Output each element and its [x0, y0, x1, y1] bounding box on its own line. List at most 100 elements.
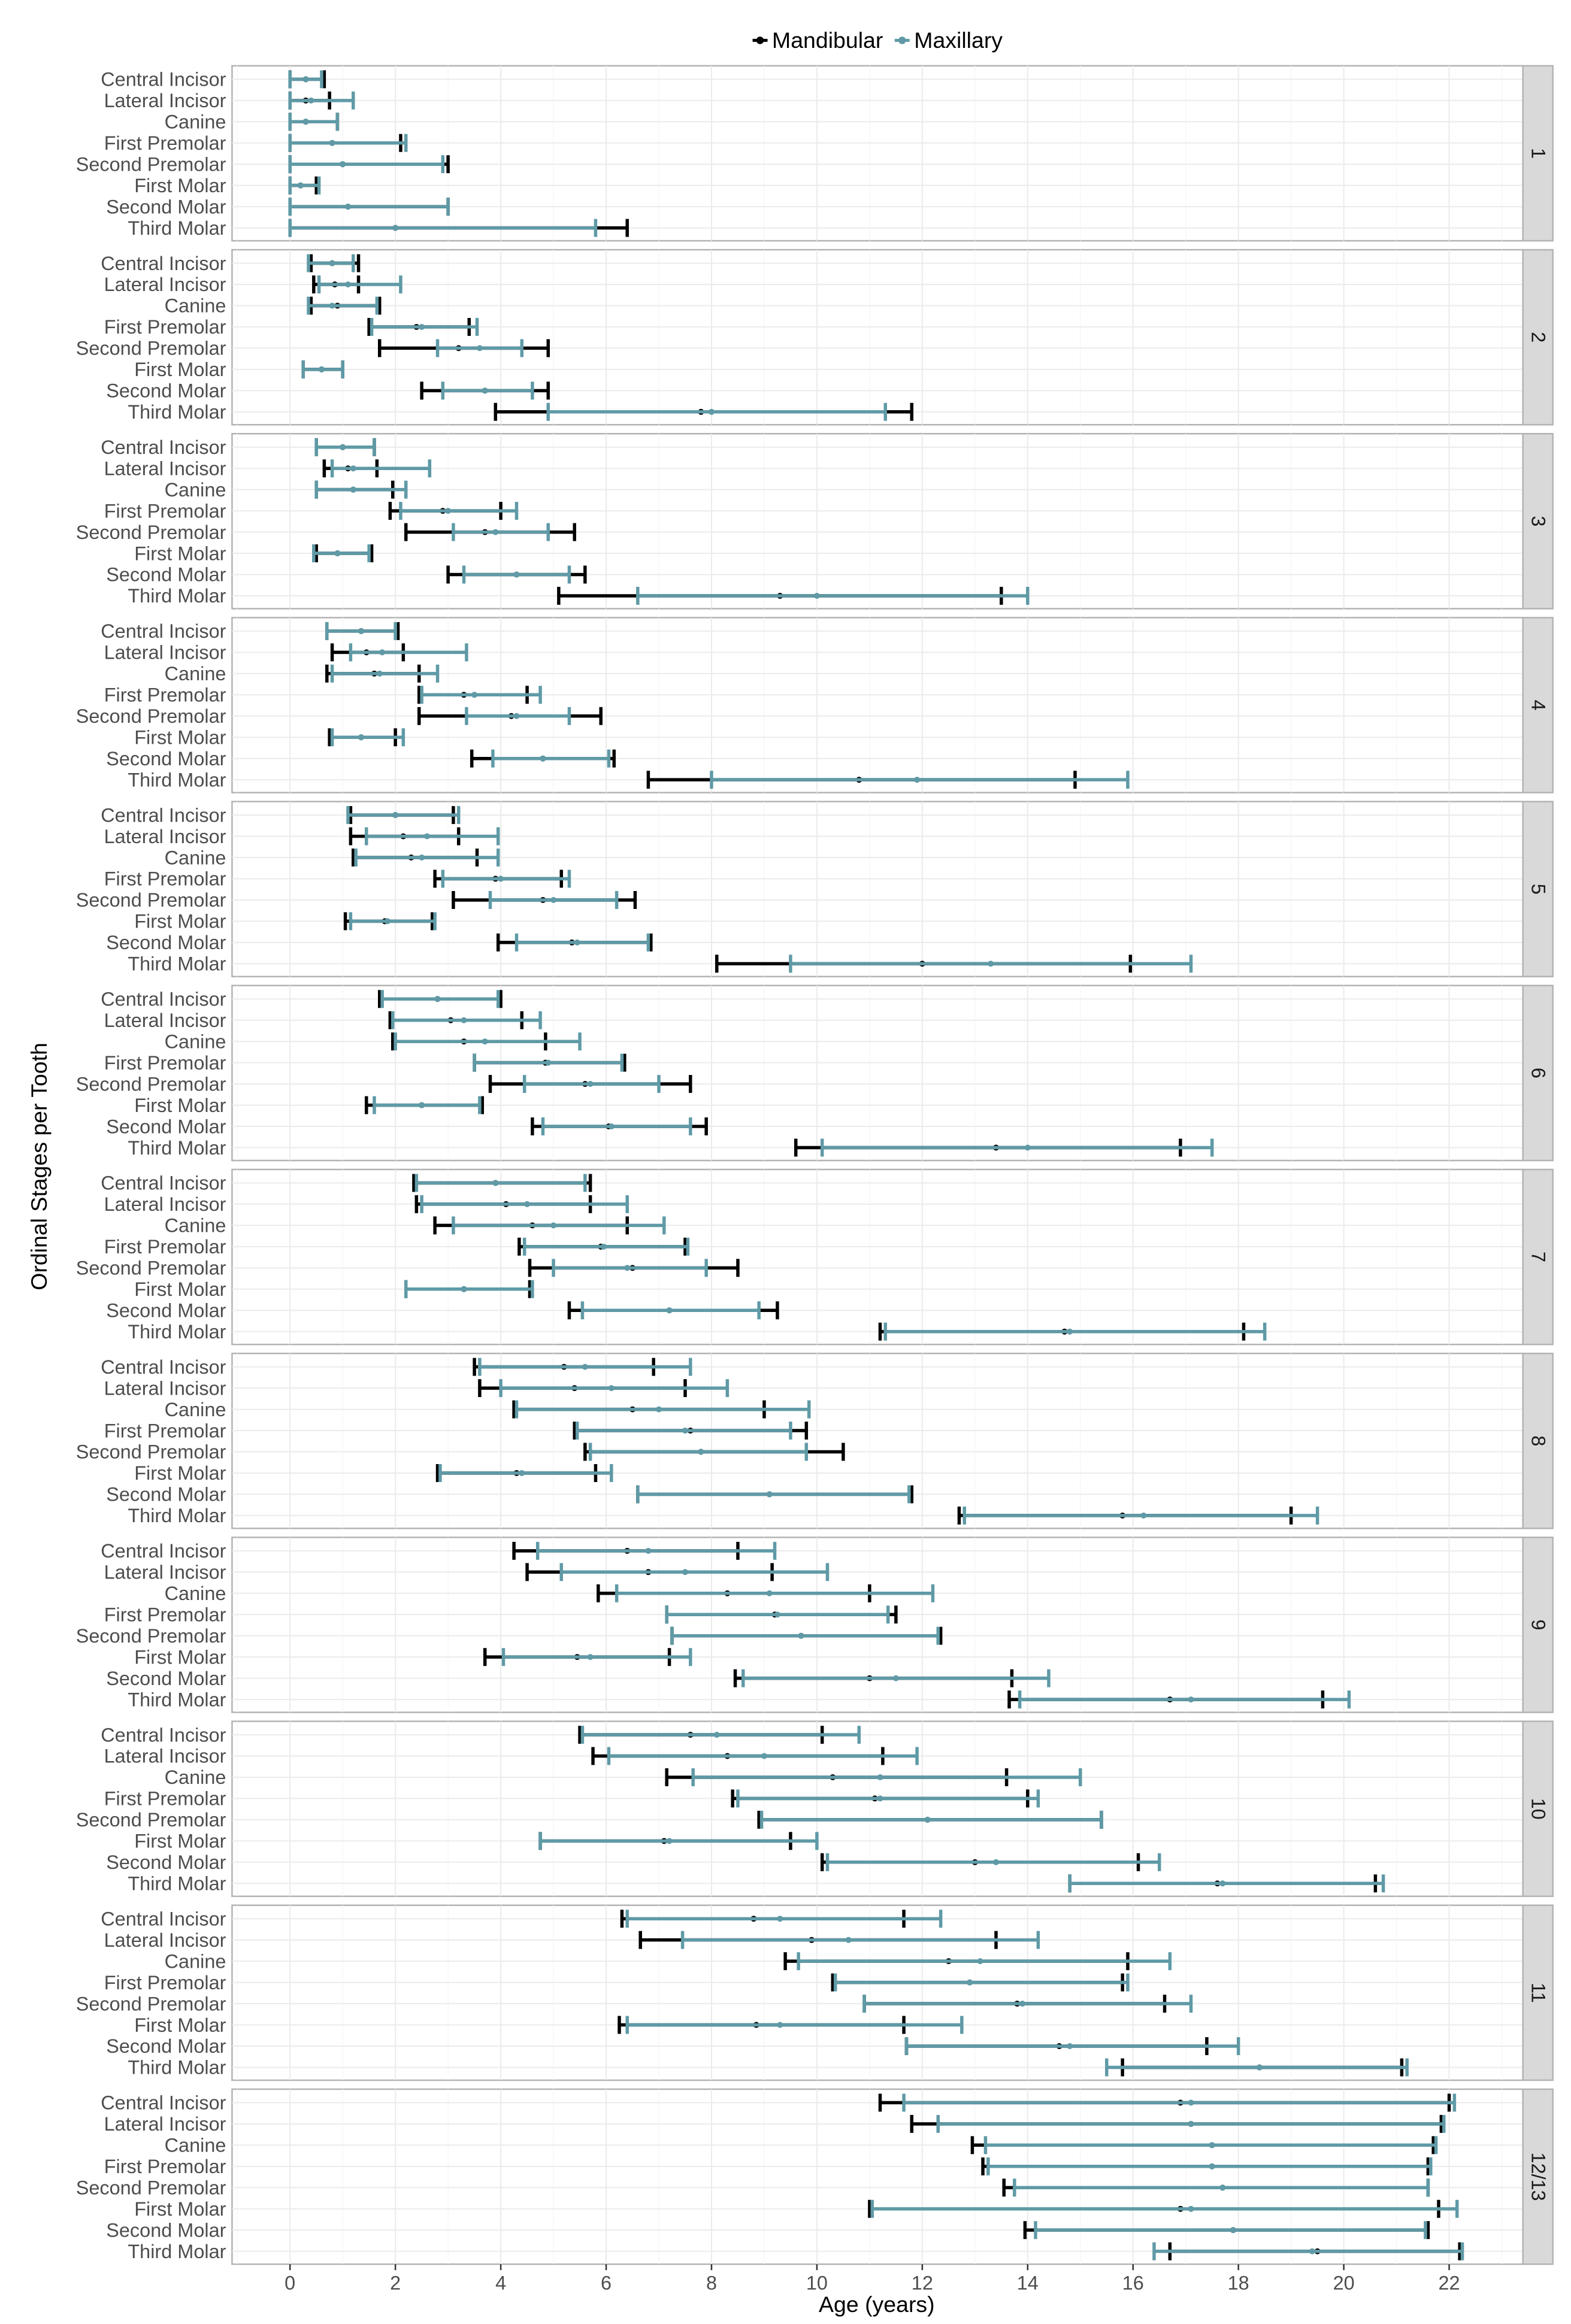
maxillary-errorbar — [552, 1259, 708, 1277]
maxillary-median-point — [297, 182, 304, 189]
maxillary-errorbar — [478, 1358, 692, 1376]
tooth-label: Lateral Incisor — [104, 1746, 226, 1767]
maxillary-median-point — [1230, 2227, 1236, 2234]
maxillary-errorbar — [452, 1216, 666, 1235]
maxillary-errorbar — [414, 1174, 587, 1192]
maxillary-median-point — [1188, 1696, 1194, 1703]
maxillary-median-point — [587, 1654, 594, 1661]
tooth-label: Lateral Incisor — [104, 457, 226, 479]
tooth-label: Second Premolar — [76, 1073, 226, 1095]
maxillary-errorbar — [373, 1096, 482, 1114]
stage-strip — [1522, 1720, 1554, 1897]
tooth-label: First Premolar — [104, 1236, 226, 1258]
maxillary-errorbar — [535, 1541, 777, 1560]
maxillary-median-point — [988, 960, 994, 967]
maxillary-median-point — [977, 1958, 983, 1965]
maxillary-median-point — [1067, 1328, 1073, 1335]
maxillary-errorbar — [797, 1952, 1172, 1971]
maxillary-median-point — [682, 1428, 688, 1434]
maxillary-errorbar — [317, 275, 402, 293]
maxillary-median-point — [666, 1838, 673, 1844]
maxillary-errorbar — [420, 686, 542, 704]
maxillary-errorbar — [365, 827, 500, 846]
maxillary-median-point — [774, 1611, 780, 1618]
maxillary-errorbar — [488, 890, 619, 909]
maxillary-median-point — [1188, 2120, 1194, 2127]
tooth-label: Canine — [165, 2135, 226, 2156]
maxillary-median-point — [1219, 2184, 1226, 2191]
maxillary-median-point — [550, 896, 557, 903]
maxillary-errorbar — [441, 869, 571, 888]
legend-mandibular-dot — [756, 37, 764, 44]
maxillary-errorbar — [301, 360, 344, 378]
tooth-label: Third Molar — [128, 953, 226, 975]
maxillary-median-point — [766, 1491, 773, 1498]
maxillary-median-point — [540, 755, 546, 762]
maxillary-errorbar — [522, 1237, 690, 1256]
tooth-label: Canine — [165, 111, 226, 133]
tooth-label: Central Incisor — [101, 1356, 226, 1378]
maxillary-errorbar — [1018, 1690, 1351, 1709]
tooth-label: Third Molar — [128, 769, 226, 790]
maxillary-errorbar — [902, 2093, 1457, 2112]
maxillary-errorbar — [501, 1648, 692, 1667]
maxillary-median-point — [877, 1774, 883, 1780]
stage-strip-label: 5 — [1528, 884, 1549, 895]
maxillary-median-point — [761, 1753, 767, 1759]
maxillary-median-point — [445, 508, 452, 514]
maxillary-median-point — [492, 529, 499, 535]
maxillary-median-point — [492, 1180, 499, 1186]
maxillary-errorbar — [691, 1768, 1082, 1786]
stage-strip — [1522, 984, 1554, 1162]
maxillary-errorbar — [288, 198, 450, 216]
maxillary-median-point — [423, 833, 430, 840]
tooth-label: Central Incisor — [101, 1908, 226, 1929]
maxillary-errorbar — [983, 2136, 1438, 2155]
tooth-label: Third Molar — [128, 1505, 226, 1526]
maxillary-median-point — [308, 97, 314, 104]
tooth-label: First Premolar — [104, 316, 226, 338]
maxillary-median-point — [476, 345, 483, 352]
maxillary-median-point — [513, 571, 520, 578]
maxillary-median-point — [350, 486, 356, 493]
panel-background — [231, 1537, 1524, 1713]
maxillary-errorbar — [288, 113, 340, 131]
stage-strip — [1522, 1537, 1554, 1713]
maxillary-median-point — [914, 777, 921, 783]
tooth-label: Second Premolar — [76, 1441, 226, 1463]
legend-maxillary-label: Maxillary — [914, 28, 1003, 53]
maxillary-median-point — [498, 875, 504, 882]
maxillary-errorbar — [438, 1464, 613, 1482]
maxillary-median-point — [302, 119, 309, 125]
tooth-label: Canine — [165, 1215, 226, 1237]
maxillary-median-point — [340, 161, 346, 168]
maxillary-median-point — [1024, 1144, 1031, 1151]
maxillary-median-point — [392, 812, 399, 819]
maxillary-errorbar — [399, 502, 519, 520]
x-tick-label: 22 — [1439, 2273, 1460, 2294]
maxillary-errorbar — [522, 1075, 661, 1093]
panel-background — [231, 984, 1524, 1162]
stage-strip — [1522, 249, 1554, 426]
maxillary-errorbar — [307, 296, 379, 315]
maxillary-median-point — [798, 1632, 804, 1639]
tooth-label: First Molar — [134, 2198, 226, 2220]
maxillary-errorbar — [391, 1011, 542, 1029]
maxillary-median-point — [813, 592, 820, 599]
maxillary-median-point — [358, 628, 364, 634]
tooth-label: Second Premolar — [76, 1809, 226, 1831]
maxillary-median-point — [376, 670, 383, 677]
maxillary-errorbar — [1105, 2058, 1409, 2077]
maxillary-median-point — [334, 550, 341, 557]
tooth-label: Central Incisor — [101, 69, 226, 90]
tooth-label: First Premolar — [104, 1420, 226, 1441]
maxillary-median-point — [379, 649, 386, 656]
tooth-label: Central Incisor — [101, 1540, 226, 1562]
maxillary-median-point — [419, 323, 425, 330]
maxillary-median-point — [1067, 2043, 1073, 2049]
maxillary-errorbar — [473, 1053, 624, 1072]
tooth-label: First Premolar — [104, 1604, 226, 1625]
tooth-label: Second Premolar — [76, 889, 226, 911]
maxillary-median-point — [892, 1675, 899, 1681]
